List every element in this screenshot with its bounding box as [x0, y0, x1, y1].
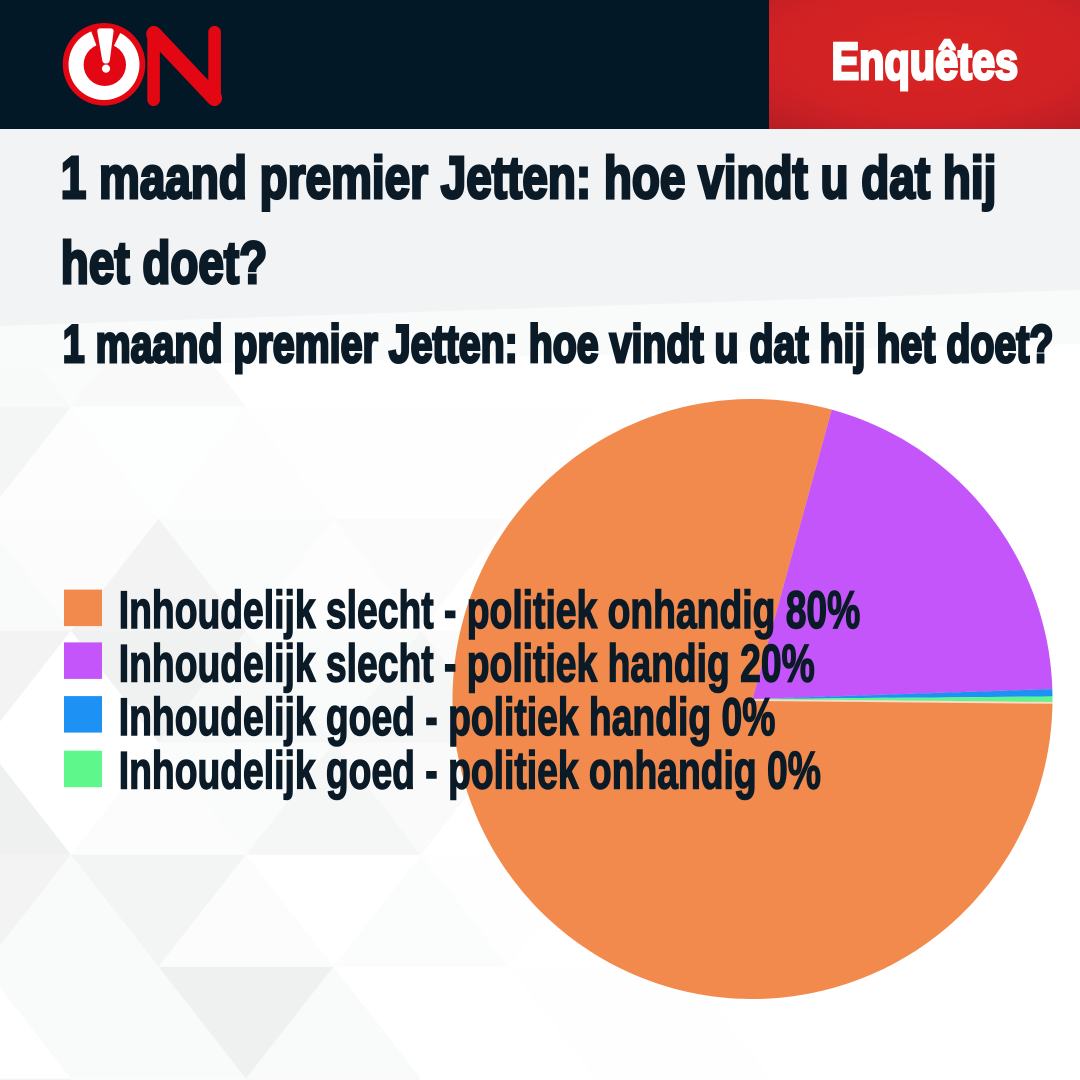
- svg-text:Enquêtes: Enquêtes: [832, 31, 1019, 90]
- svg-text:1 maand premier Jetten: hoe vi: 1 maand premier Jetten: hoe vindt u dat …: [63, 314, 1054, 373]
- svg-text:Inhoudelijk slecht - politiek: Inhoudelijk slecht - politiek onhandig 8…: [119, 581, 861, 640]
- svg-text:1 maand premier Jetten: hoe vi: 1 maand premier Jetten: hoe vindt u dat …: [61, 146, 997, 212]
- svg-text:Inhoudelijk goed - politiek ha: Inhoudelijk goed - politiek handig 0%: [119, 688, 776, 747]
- svg-text:Inhoudelijk slecht - politiek: Inhoudelijk slecht - politiek handig 20%: [119, 634, 815, 693]
- svg-text:het doet?: het doet?: [61, 231, 267, 297]
- svg-text:Inhoudelijk goed - politiek on: Inhoudelijk goed - politiek onhandig 0%: [119, 741, 821, 800]
